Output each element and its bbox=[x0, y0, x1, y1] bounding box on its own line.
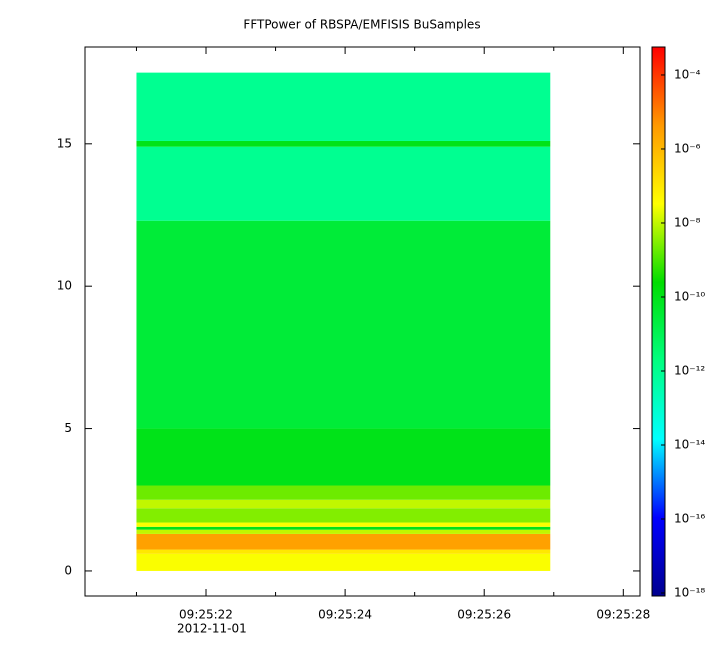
y-tick-label: 15 bbox=[57, 136, 72, 150]
colorbar-tick-label: 10⁻¹⁰ bbox=[674, 289, 705, 303]
power-band bbox=[136, 485, 551, 500]
power-band bbox=[136, 72, 551, 141]
colorbar-tick-label: 10⁻⁶ bbox=[674, 141, 701, 155]
power-band bbox=[136, 529, 551, 534]
power-band bbox=[136, 549, 551, 554]
power-band bbox=[136, 146, 551, 221]
y-tick-label: 0 bbox=[64, 563, 72, 577]
y-tick-label: 10 bbox=[57, 279, 72, 293]
colorbar bbox=[651, 46, 666, 597]
power-band bbox=[136, 553, 551, 571]
power-band bbox=[136, 499, 551, 509]
chart-title: FFTPower of RBSPA/EMFISIS BuSamples bbox=[243, 18, 480, 32]
colorbar-tick-label: 10⁻¹² bbox=[674, 363, 705, 377]
power-band bbox=[136, 533, 551, 550]
power-band bbox=[136, 428, 551, 486]
plot-frame bbox=[84, 46, 641, 597]
colorbar-tick-label: 10⁻¹⁶ bbox=[674, 512, 705, 526]
x-tick-label: 09:25:24 bbox=[318, 608, 372, 622]
colorbar-tick-label: 10⁻¹⁸ bbox=[674, 586, 705, 600]
x-tick-label: 09:25:26 bbox=[457, 608, 511, 622]
power-band bbox=[136, 220, 551, 429]
y-tick-label: 5 bbox=[64, 421, 72, 435]
colorbar-tick-label: 10⁻⁸ bbox=[674, 215, 701, 229]
power-band bbox=[136, 522, 551, 527]
colorbar-tick-label: 10⁻¹⁴ bbox=[674, 437, 705, 451]
x-tick-label: 09:25:28 bbox=[596, 608, 650, 622]
power-band bbox=[136, 526, 551, 530]
x-date-label: 2012-11-01 bbox=[177, 622, 247, 636]
power-band bbox=[136, 508, 551, 523]
colorbar-tick-label: 10⁻⁴ bbox=[674, 67, 701, 81]
power-band bbox=[136, 140, 551, 147]
x-tick-label: 09:25:22 bbox=[179, 608, 233, 622]
